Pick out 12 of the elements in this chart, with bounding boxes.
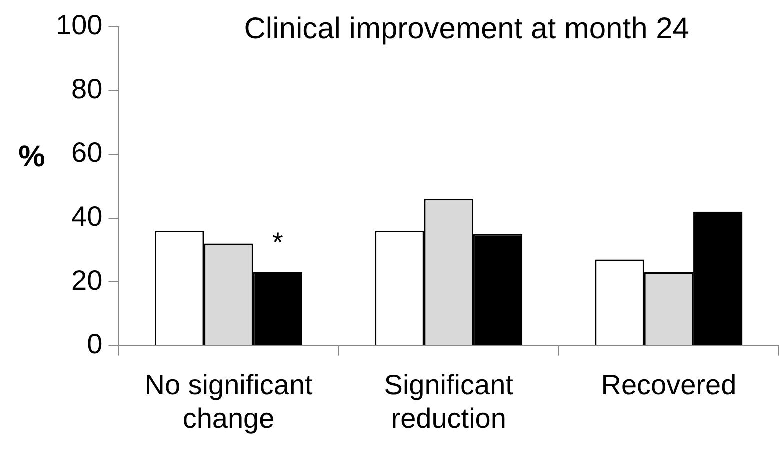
x-tick-label: Recovered (601, 369, 737, 400)
y-tick-label: 40 (72, 201, 103, 232)
chart-title: Clinical improvement at month 24 (244, 12, 690, 46)
y-tick-label: 100 (56, 10, 103, 41)
x-tick-label: Significant reduction (384, 369, 514, 434)
y-tick-label: 60 (72, 137, 103, 168)
x-tick-label: No significant change (144, 369, 314, 434)
y-tick-label: 20 (72, 264, 103, 296)
annotation: * (272, 227, 284, 258)
y-axis-title: % (18, 140, 46, 174)
y-tick-label: 80 (72, 73, 103, 104)
y-tick-label: 0 (87, 328, 103, 360)
